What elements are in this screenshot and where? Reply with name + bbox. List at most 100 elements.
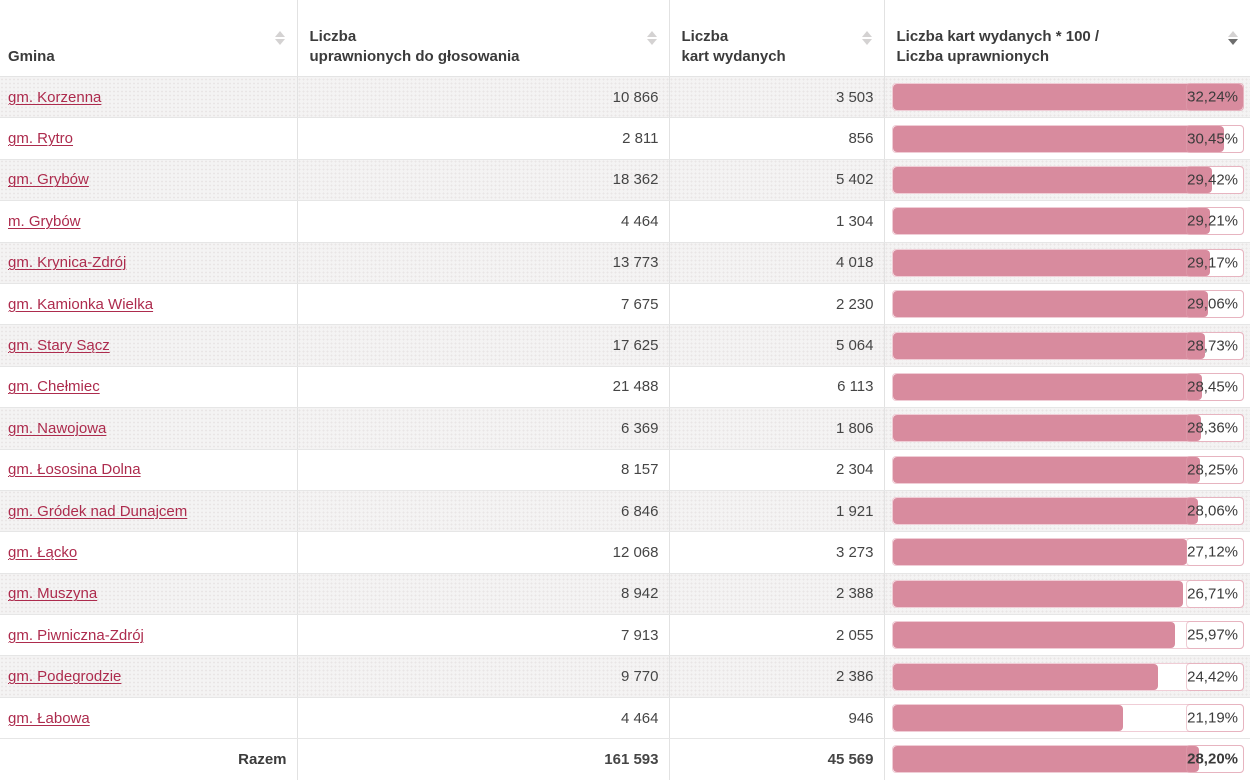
uprawnieni-cell: 4 464 xyxy=(296,697,669,740)
table-row: gm. Piwniczna-Zdrój 7 913 2 055 25,97% xyxy=(0,614,1250,657)
uprawnieni-cell: 7 913 xyxy=(296,614,669,657)
frekwencja-cell: 26,71% xyxy=(883,573,1250,616)
gmina-cell: gm. Łabowa xyxy=(0,697,297,740)
turnout-bar-fill xyxy=(892,498,1198,525)
turnout-bar-fill xyxy=(892,332,1205,359)
sort-icon[interactable] xyxy=(646,31,657,45)
column-header-karty[interactable]: Liczba kart wydanych xyxy=(668,0,884,77)
turnout-bar: 28,36% xyxy=(891,414,1244,443)
turnout-bar: 28,73% xyxy=(891,331,1244,360)
frekwencja-cell: 24,42% xyxy=(883,655,1250,698)
gmina-cell: gm. Kamionka Wielka xyxy=(0,283,297,326)
sort-icon-active[interactable] xyxy=(1228,31,1238,45)
turnout-bar: 28,45% xyxy=(891,372,1244,401)
turnout-bar-fill xyxy=(892,166,1213,193)
column-label: Gmina xyxy=(8,48,55,65)
sort-icon[interactable] xyxy=(274,31,285,45)
gmina-link[interactable]: gm. Grybów xyxy=(8,171,89,189)
turnout-bar-fill xyxy=(892,663,1158,690)
turnout-value: 28,36% xyxy=(1187,419,1238,437)
gmina-cell: gm. Łącko xyxy=(0,531,297,574)
turnout-bar: 29,06% xyxy=(891,290,1244,319)
turnout-bar: 28,20% xyxy=(891,745,1244,774)
frekwencja-cell: 29,42% xyxy=(883,159,1250,202)
gmina-link[interactable]: gm. Łącko xyxy=(8,543,78,561)
table-row: m. Grybów 4 464 1 304 29,21% xyxy=(0,200,1250,243)
turnout-bar-fill xyxy=(892,746,1200,773)
turnout-bar-fill xyxy=(892,373,1202,400)
gmina-link[interactable]: gm. Stary Sącz xyxy=(8,337,110,355)
turnout-bar: 24,42% xyxy=(891,662,1244,691)
frekwencja-cell: 29,21% xyxy=(883,200,1250,243)
frekwencja-cell: 28,45% xyxy=(883,366,1250,409)
turnout-value: 25,97% xyxy=(1187,626,1238,644)
sort-icon[interactable] xyxy=(861,31,872,45)
turnout-value: 29,17% xyxy=(1187,254,1238,272)
karty-cell: 2 388 xyxy=(668,573,884,616)
gmina-link[interactable]: gm. Muszyna xyxy=(8,585,98,603)
gmina-cell: gm. Krynica-Zdrój xyxy=(0,242,297,284)
turnout-value: 29,21% xyxy=(1187,212,1238,230)
gmina-cell: gm. Grybów xyxy=(0,159,297,202)
table-row: gm. Nawojowa 6 369 1 806 28,36% xyxy=(0,407,1250,450)
gmina-link[interactable]: gm. Gródek nad Dunajcem xyxy=(8,502,188,520)
turnout-value: 26,71% xyxy=(1187,585,1238,603)
karty-cell: 2 304 xyxy=(668,449,884,491)
uprawnieni-cell: 17 625 xyxy=(296,324,669,367)
column-header-frekwencja[interactable]: Liczba kart wydanych * 100 / Liczba upra… xyxy=(883,0,1250,77)
turnout-bar: 29,42% xyxy=(891,165,1244,194)
gmina-link[interactable]: gm. Rytro xyxy=(8,130,74,148)
gmina-link[interactable]: gm. Łabowa xyxy=(8,709,90,727)
table-row: gm. Gródek nad Dunajcem 6 846 1 921 28,06% xyxy=(0,490,1250,533)
turnout-bar-fill xyxy=(892,705,1123,732)
column-header-gmina[interactable]: Gmina xyxy=(0,0,297,77)
table-row: gm. Podegrodzie 9 770 2 386 24,42% xyxy=(0,655,1250,698)
gmina-link[interactable]: gm. Piwniczna-Zdrój xyxy=(8,626,144,644)
turnout-bar-fill xyxy=(892,208,1211,235)
karty-cell: 5 064 xyxy=(668,324,884,367)
table-row: gm. Łososina Dolna 8 157 2 304 28,25% xyxy=(0,449,1250,491)
turnout-value: 28,45% xyxy=(1187,378,1238,396)
gmina-cell: gm. Gródek nad Dunajcem xyxy=(0,490,297,533)
gmina-link[interactable]: gm. Korzenna xyxy=(8,88,102,106)
uprawnieni-cell: 4 464 xyxy=(296,200,669,243)
gmina-cell: gm. Stary Sącz xyxy=(0,324,297,367)
karty-cell: 3 273 xyxy=(668,531,884,574)
gmina-link[interactable]: m. Grybów xyxy=(8,212,81,230)
gmina-cell: gm. Rytro xyxy=(0,117,297,160)
turnout-bar-fill xyxy=(892,622,1175,649)
gmina-cell: m. Grybów xyxy=(0,200,297,243)
karty-cell: 856 xyxy=(668,117,884,160)
table-row: gm. Muszyna 8 942 2 388 26,71% xyxy=(0,573,1250,616)
turnout-bar: 27,12% xyxy=(891,538,1244,567)
frekwencja-cell: 28,73% xyxy=(883,324,1250,367)
turnout-value: 32,24% xyxy=(1187,88,1238,106)
uprawnieni-cell: 18 362 xyxy=(296,159,669,202)
uprawnieni-cell: 21 488 xyxy=(296,366,669,409)
turnout-value: 21,19% xyxy=(1187,709,1238,727)
gmina-link[interactable]: gm. Nawojowa xyxy=(8,419,107,437)
gmina-link[interactable]: gm. Kamionka Wielka xyxy=(8,295,154,313)
turnout-bar: 21,19% xyxy=(891,704,1244,733)
gmina-link[interactable]: gm. Krynica-Zdrój xyxy=(8,254,127,272)
karty-cell: 6 113 xyxy=(668,366,884,409)
turnout-bar: 30,45% xyxy=(891,124,1244,153)
gmina-link[interactable]: gm. Chełmiec xyxy=(8,378,100,396)
uprawnieni-cell: 8 942 xyxy=(296,573,669,616)
turnout-value: 28,06% xyxy=(1187,502,1238,520)
frekwencja-cell: 29,17% xyxy=(883,242,1250,284)
gmina-cell: gm. Korzenna xyxy=(0,76,297,119)
turnout-value: 29,06% xyxy=(1187,295,1238,313)
turnout-bar-fill xyxy=(892,415,1201,442)
gmina-link[interactable]: gm. Podegrodzie xyxy=(8,668,122,686)
column-header-uprawnieni[interactable]: Liczba uprawnionych do głosowania xyxy=(296,0,669,77)
gmina-link[interactable]: gm. Łososina Dolna xyxy=(8,461,141,479)
total-frekwencja: 28,20% xyxy=(883,738,1250,780)
uprawnieni-cell: 13 773 xyxy=(296,242,669,284)
table-row: gm. Łącko 12 068 3 273 27,12% xyxy=(0,531,1250,574)
table-row: gm. Korzenna 10 866 3 503 32,24% xyxy=(0,76,1250,119)
frekwencja-cell: 28,36% xyxy=(883,407,1250,450)
gmina-cell: gm. Piwniczna-Zdrój xyxy=(0,614,297,657)
turnout-bar-fill xyxy=(892,84,1243,111)
gmina-cell: gm. Nawojowa xyxy=(0,407,297,450)
